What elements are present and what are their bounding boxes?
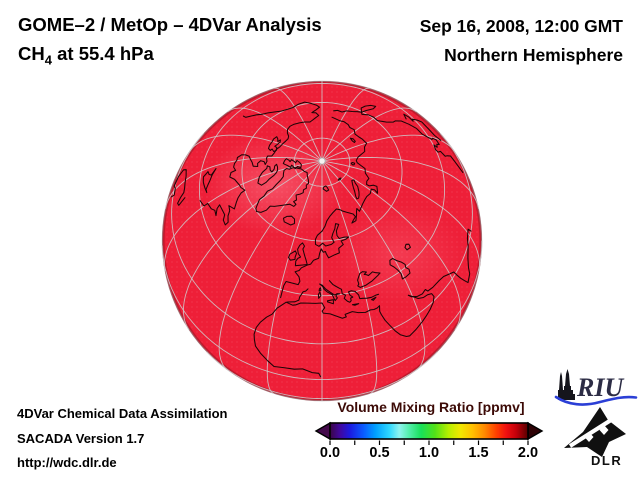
pole-dot bbox=[318, 157, 326, 165]
footer-credits: 4DVar Chemical Data Assimilation SACADA … bbox=[17, 402, 228, 476]
wdc-url: http://wdc.dlr.de bbox=[17, 455, 117, 470]
graticule-and-coastlines bbox=[161, 80, 483, 402]
tick-label: 1.5 bbox=[468, 445, 489, 461]
tick-label: 0.5 bbox=[369, 445, 390, 461]
version-label: SACADA Version 1.7 bbox=[17, 430, 145, 446]
pressure-level: at 55.4 hPa bbox=[51, 43, 154, 64]
header-right: Sep 16, 2008, 12:00 GMT Northern Hemisph… bbox=[420, 17, 623, 65]
tick-label: 0.0 bbox=[319, 445, 341, 461]
colorbar bbox=[314, 421, 544, 445]
riu-logo: RIU bbox=[554, 369, 638, 406]
cathedral-icon bbox=[558, 369, 575, 400]
dlr-star-stripe bbox=[568, 413, 621, 448]
over-range-arrow bbox=[527, 421, 544, 441]
colorbar-labels: 0.0 0.5 1.0 1.5 2.0 bbox=[314, 445, 548, 463]
assimilation-label: 4DVar Chemical Data Assimilation bbox=[17, 406, 228, 421]
dlr-wordmark: DLR bbox=[591, 453, 622, 468]
datetime-label: Sep 16, 2008, 12:00 GMT bbox=[419, 16, 623, 36]
dlr-logo: DLR bbox=[564, 407, 626, 468]
colorbar-gradient bbox=[329, 422, 529, 440]
header-left: GOME–2 / MetOp – 4DVar Analysis CH4 at 5… bbox=[18, 15, 322, 71]
tick-label: 2.0 bbox=[517, 445, 539, 461]
colorbar-title: Volume Mixing Ratio [ppmv] bbox=[337, 399, 525, 415]
region-label: Northern Hemisphere bbox=[444, 45, 623, 65]
page-title: GOME–2 / MetOp – 4DVar Analysis bbox=[18, 14, 322, 35]
under-range-arrow bbox=[314, 421, 331, 441]
riu-wave bbox=[554, 395, 638, 406]
species-subscript: 4 bbox=[44, 52, 52, 68]
tick-label: 1.0 bbox=[418, 445, 440, 461]
species-name: CH bbox=[18, 43, 45, 64]
colorbar-ticks bbox=[329, 440, 529, 445]
dlr-star-notches bbox=[584, 425, 609, 442]
species-level-line: CH4 at 55.4 hPa bbox=[18, 44, 322, 71]
